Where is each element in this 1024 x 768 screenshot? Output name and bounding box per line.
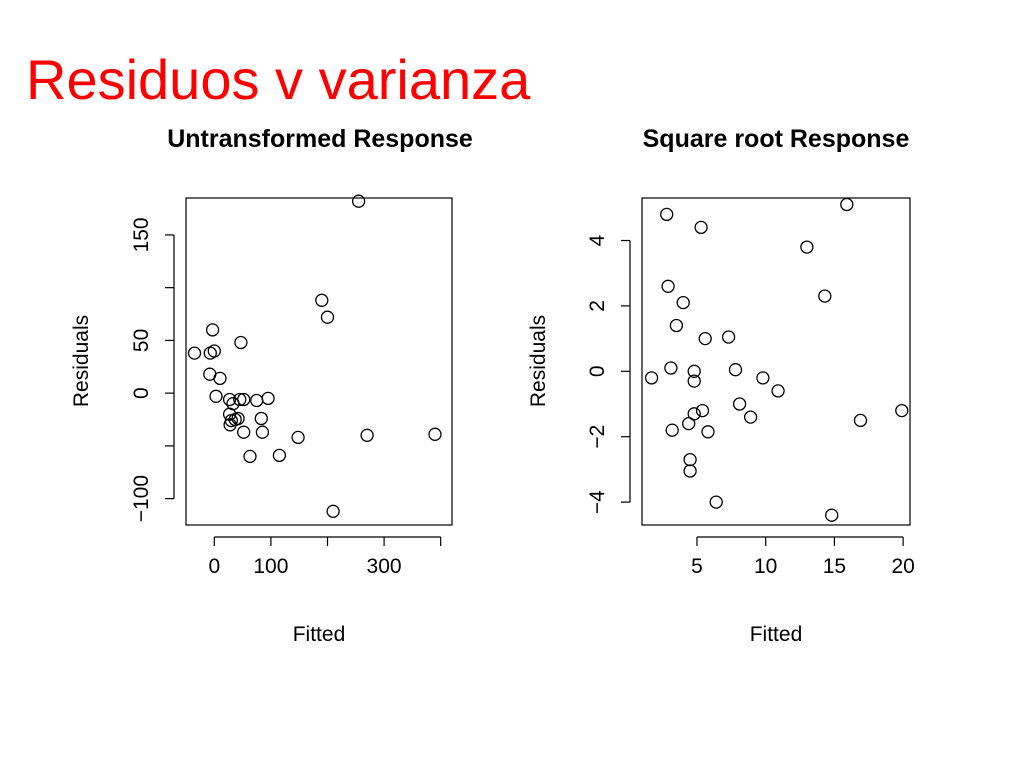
panel-untransformed: Untransformed Response Fitted Residuals …	[70, 125, 473, 646]
data-point	[205, 323, 220, 337]
data-point	[351, 194, 366, 208]
x-tick-label: 100	[253, 555, 288, 578]
y-tick-label: −4	[586, 490, 609, 514]
data-point	[664, 361, 678, 375]
x-axis-label: Fitted	[750, 623, 803, 646]
plot-frame	[641, 197, 911, 526]
data-point	[291, 430, 305, 445]
data-point	[213, 371, 227, 386]
data-point	[272, 448, 287, 463]
data-point	[895, 403, 909, 418]
data-point	[428, 427, 442, 441]
data-point	[825, 508, 839, 522]
x-tick-label: 20	[891, 555, 914, 578]
data-point	[698, 331, 712, 346]
data-point	[694, 220, 708, 235]
data-point	[756, 371, 770, 385]
data-point	[669, 318, 684, 333]
y-tick-label: −2	[586, 425, 609, 449]
data-point	[687, 364, 701, 378]
data-point	[665, 423, 679, 437]
y-tick-label: 4	[586, 234, 609, 246]
data-point	[255, 425, 270, 439]
y-tick-label: −100	[130, 475, 153, 522]
data-point	[644, 371, 659, 385]
data-point	[661, 279, 675, 293]
data-point	[743, 410, 758, 424]
data-point	[687, 407, 701, 421]
data-point	[683, 464, 697, 478]
data-point	[682, 416, 696, 431]
chart-title: Square root Response	[643, 125, 910, 153]
panel-square-root: Square root Response Fitted Residuals 5 1…	[527, 125, 915, 646]
data-point	[683, 452, 697, 467]
data-point	[818, 289, 832, 303]
data-point	[237, 392, 251, 407]
data-point	[360, 428, 374, 442]
data-point	[261, 391, 275, 406]
y-tick-label: 2	[586, 300, 609, 312]
y-tick-label: 0	[130, 387, 153, 399]
data-point	[315, 293, 329, 307]
y-axis-label: Residuals	[527, 315, 550, 407]
data-point	[254, 411, 268, 426]
data-point	[709, 495, 723, 509]
data-point	[233, 392, 247, 407]
data-point	[326, 504, 340, 518]
x-axis-label: Fitted	[293, 623, 346, 646]
data-point	[853, 413, 868, 428]
data-point	[243, 449, 257, 464]
data-point	[676, 295, 690, 310]
data-point	[701, 425, 715, 439]
data-point	[728, 363, 743, 377]
data-point	[187, 346, 202, 360]
data-point	[732, 397, 747, 411]
x-tick-label: 15	[823, 555, 846, 578]
data-point	[840, 197, 854, 212]
x-tick-label: 5	[691, 555, 703, 578]
plot-frame	[185, 197, 453, 526]
data-point	[237, 425, 251, 439]
data-point	[207, 344, 221, 358]
data-point	[687, 374, 701, 388]
x-tick-label: 300	[367, 555, 402, 578]
data-point	[721, 330, 736, 344]
x-tick-label: 0	[208, 555, 220, 578]
data-point	[222, 392, 237, 407]
y-axis-label: Residuals	[70, 315, 93, 407]
slide-title: Residuos v varianza	[26, 48, 531, 111]
chart-title: Untransformed Response	[167, 125, 473, 153]
y-tick-label: 50	[130, 329, 153, 352]
data-point	[660, 207, 674, 222]
data-point	[800, 240, 814, 254]
data-point	[209, 389, 223, 403]
data-point	[223, 418, 237, 432]
data-point	[250, 393, 264, 408]
data-point	[234, 335, 248, 350]
y-tick-label: 0	[586, 365, 609, 377]
y-tick-label: 150	[130, 217, 153, 252]
data-point	[771, 384, 785, 398]
data-point	[695, 403, 710, 418]
x-tick-label: 10	[754, 555, 777, 578]
data-point	[320, 310, 335, 324]
